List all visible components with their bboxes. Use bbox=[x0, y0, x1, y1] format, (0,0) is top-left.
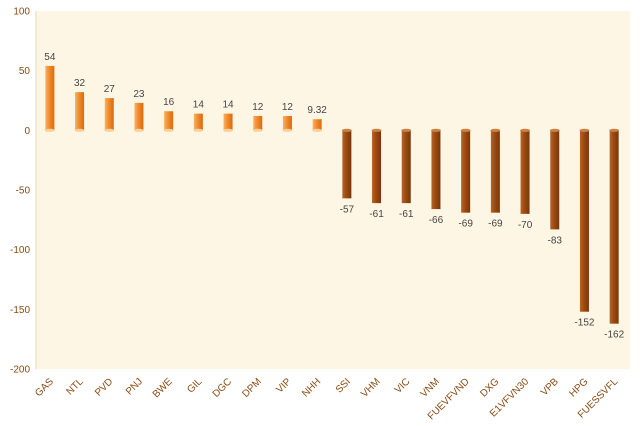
y-tick-label: -200 bbox=[10, 365, 30, 376]
y-tick-label: -100 bbox=[10, 245, 30, 256]
data-label: 16 bbox=[163, 97, 175, 108]
bar-ntl bbox=[75, 92, 85, 131]
bar-vnm bbox=[431, 130, 441, 210]
bar-cap bbox=[74, 128, 85, 132]
data-label: 14 bbox=[193, 100, 205, 111]
data-label: -57 bbox=[340, 204, 355, 215]
data-label: 23 bbox=[133, 89, 145, 100]
data-label: 9.32 bbox=[307, 105, 327, 116]
bar-cap bbox=[312, 128, 323, 132]
bar-dxg bbox=[490, 130, 500, 213]
y-tick-label: 100 bbox=[13, 7, 30, 18]
data-label: 12 bbox=[252, 102, 264, 113]
data-label: -66 bbox=[429, 215, 444, 226]
bar-nhh bbox=[312, 119, 322, 131]
data-label: -83 bbox=[548, 235, 563, 246]
y-axis: 100 50 0 -50 -100 -150 -200 bbox=[10, 7, 30, 376]
data-label: -61 bbox=[369, 209, 384, 220]
x-tick-label: HPG bbox=[567, 376, 590, 399]
bar-fuevfvnd bbox=[461, 130, 471, 213]
data-label: 32 bbox=[74, 78, 86, 89]
bar-cap bbox=[133, 128, 144, 132]
data-label: -152 bbox=[574, 318, 594, 329]
bar-hpg bbox=[579, 130, 589, 312]
x-tick-label: PNJ bbox=[124, 376, 145, 397]
bar-dgc bbox=[223, 113, 233, 131]
bar-vip bbox=[282, 116, 292, 131]
y-tick-label: -50 bbox=[16, 186, 31, 197]
plot-area bbox=[36, 11, 630, 369]
bar-series bbox=[44, 65, 620, 324]
x-tick-label: SSI bbox=[334, 376, 353, 395]
x-tick-label: VNM bbox=[419, 376, 443, 400]
x-tick-label: VIP bbox=[274, 376, 293, 395]
data-labels: 54 32 27 23 16 14 14 12 12 9.32 -57 -61 -61 -66 -69 -69… bbox=[44, 52, 624, 341]
bar-cap bbox=[520, 128, 531, 132]
bar-cap bbox=[579, 128, 590, 132]
data-label: -162 bbox=[604, 330, 624, 341]
x-tick-label: DPM bbox=[240, 376, 264, 400]
data-label: -69 bbox=[488, 219, 503, 230]
x-tick-label: DXG bbox=[478, 376, 501, 399]
x-tick-label: VHM bbox=[359, 376, 383, 400]
y-tick-label: -150 bbox=[10, 305, 30, 316]
x-axis: GAS NTL PVD PNJ BWE GIL DGC DPM VIP NHH SSI VHM VIC V… bbox=[33, 376, 620, 422]
x-tick-label: NHH bbox=[300, 376, 323, 399]
data-label: -70 bbox=[518, 220, 533, 231]
data-label: 27 bbox=[104, 84, 116, 95]
x-tick-label: BWE bbox=[151, 376, 175, 400]
bar-e1vfvn30 bbox=[520, 130, 530, 214]
bar-cap bbox=[401, 128, 412, 132]
x-tick-label: VPB bbox=[539, 376, 561, 398]
bar-cap bbox=[282, 128, 293, 132]
x-tick-label: GIL bbox=[185, 376, 204, 395]
bar-cap bbox=[371, 128, 382, 132]
data-label: 54 bbox=[44, 52, 56, 63]
bar-cap bbox=[193, 128, 204, 132]
bar-cap bbox=[341, 128, 352, 132]
bar-cap bbox=[549, 128, 560, 132]
x-tick-label: GAS bbox=[33, 376, 56, 399]
x-tick-label: PVD bbox=[93, 376, 115, 398]
bar-dpm bbox=[253, 116, 263, 131]
bar-cap bbox=[609, 128, 620, 132]
bar-fuessvfl bbox=[609, 130, 619, 324]
x-tick-label: VIC bbox=[393, 376, 413, 396]
bar-pvd bbox=[104, 98, 114, 131]
bar-ssi bbox=[342, 130, 352, 199]
bar-cap bbox=[460, 128, 471, 132]
x-tick-label: NTL bbox=[65, 376, 86, 397]
y-tick-label: 0 bbox=[24, 126, 30, 137]
bar-pnj bbox=[134, 102, 144, 131]
data-label: 14 bbox=[222, 100, 234, 111]
x-tick-label: DGC bbox=[211, 376, 235, 400]
data-label: 12 bbox=[282, 102, 294, 113]
bar-cap bbox=[104, 128, 115, 132]
bar-bwe bbox=[164, 111, 174, 131]
bar-cap bbox=[430, 128, 441, 132]
bar-cap bbox=[163, 128, 174, 132]
bar-vic bbox=[401, 130, 411, 204]
y-tick-label: 50 bbox=[19, 66, 31, 77]
bar-cap bbox=[490, 128, 501, 132]
bar-cap bbox=[44, 128, 55, 132]
bar-gas bbox=[45, 65, 55, 131]
bar-gil bbox=[193, 113, 203, 131]
data-label: -69 bbox=[458, 219, 473, 230]
bar-vpb bbox=[550, 130, 560, 230]
data-label: -61 bbox=[399, 209, 414, 220]
bar-cap bbox=[252, 128, 263, 132]
bar-cap bbox=[223, 128, 234, 132]
bar-vhm bbox=[372, 130, 382, 204]
